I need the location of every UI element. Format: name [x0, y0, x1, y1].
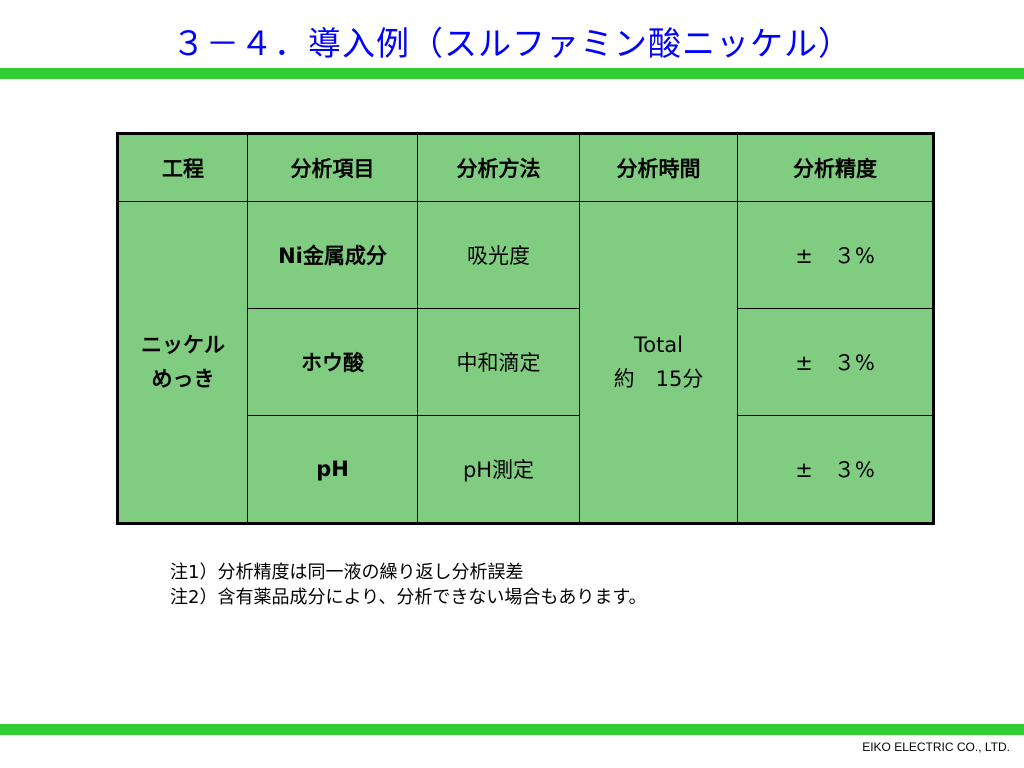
table-row: ニッケル めっき Ni金属成分 吸光度 Total 約 15分 ± ３%	[117, 201, 934, 524]
item-cell: ホウ酸	[247, 308, 418, 416]
header-method: 分析方法	[417, 133, 580, 202]
slide-title: ３－４．導入例（スルファミン酸ニッケル）	[172, 24, 852, 63]
bottom-divider	[0, 724, 1024, 735]
top-divider	[0, 68, 1024, 79]
accuracy-cell: ± ３%	[737, 415, 934, 524]
process-line-1: ニッケル	[141, 333, 225, 357]
table-row: ホウ酸 中和滴定 ± ３%	[118, 308, 934, 416]
footnote-1: 注1）分析精度は同一液の繰り返し分析誤差	[170, 562, 524, 583]
analysis-table: 工程 分析項目 分析方法 分析時間 分析精度 ニッケル めっき Ni金属成分 吸…	[116, 132, 935, 525]
header-accuracy: 分析精度	[737, 133, 934, 202]
accuracy-cell: ± ３%	[737, 201, 934, 309]
header-item: 分析項目	[247, 133, 418, 202]
footnote-2: 注2）含有薬品成分により、分析できない場合もあります。	[170, 587, 647, 608]
method-cell: pH測定	[417, 415, 580, 524]
footnotes: 注1）分析精度は同一液の繰り返し分析誤差 注2）含有薬品成分により、分析できない…	[170, 560, 647, 610]
company-footer: EIKO ELECTRIC CO., LTD.	[862, 740, 1010, 754]
process-line-2: めっき	[151, 367, 215, 391]
method-cell: 中和滴定	[417, 308, 580, 416]
item-cell: Ni金属成分	[247, 201, 418, 309]
accuracy-cell: ± ３%	[737, 308, 934, 416]
time-line-1: Total	[633, 333, 684, 357]
time-line-2: 約 15分	[613, 367, 704, 391]
table-row: pH pH測定 ± ３%	[118, 415, 934, 524]
time-cell: Total 約 15分	[579, 201, 738, 524]
item-cell: pH	[247, 415, 418, 524]
process-cell: ニッケル めっき	[117, 201, 248, 524]
table-header-row: 工程 分析項目 分析方法 分析時間 分析精度	[117, 133, 934, 202]
header-process: 工程	[117, 133, 248, 202]
header-time: 分析時間	[579, 133, 738, 202]
method-cell: 吸光度	[417, 201, 580, 309]
